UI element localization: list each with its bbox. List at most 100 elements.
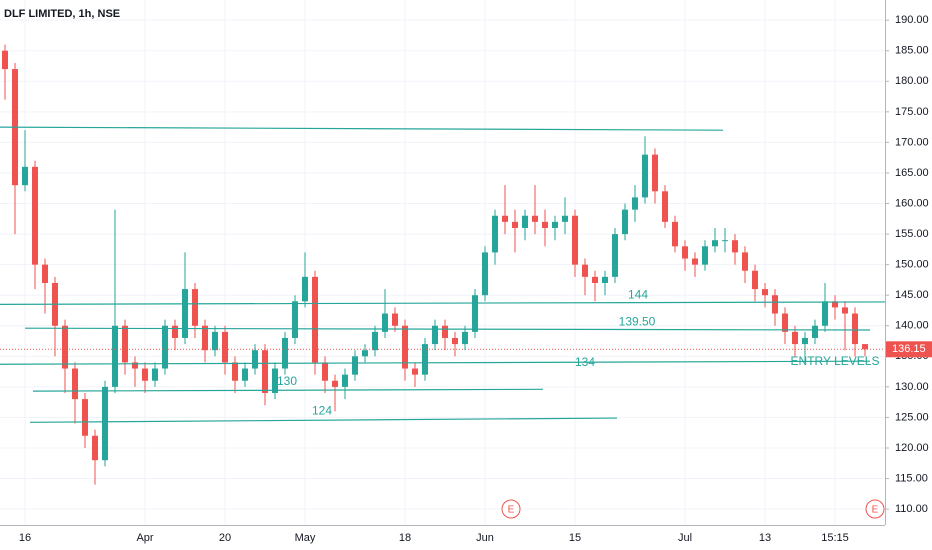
annotation: 134	[575, 355, 595, 369]
last-price-box	[886, 341, 932, 358]
event-marker	[865, 499, 885, 519]
candle-body	[212, 331, 218, 351]
candle-body	[432, 325, 438, 345]
candle-body	[242, 368, 248, 381]
event-marker	[501, 499, 521, 519]
y-tick-label: 175.00	[895, 106, 929, 118]
candle-body	[532, 215, 538, 222]
annotation: 124	[312, 403, 332, 417]
candle-body	[392, 313, 398, 326]
trend-line	[24, 327, 871, 331]
trend-line	[0, 126, 724, 131]
candle-body	[442, 325, 448, 338]
candle-body	[772, 295, 778, 314]
y-tick-label: 165.00	[895, 167, 929, 179]
annotation: 139.50	[619, 314, 656, 328]
candle-body	[522, 215, 528, 228]
candle-body	[622, 209, 628, 235]
candle-body	[582, 264, 588, 277]
candle-body	[132, 362, 138, 369]
y-tick-label: 190.00	[895, 14, 929, 26]
candle-body	[362, 350, 368, 357]
candle-body	[182, 289, 188, 338]
candle-body	[542, 221, 548, 228]
candle-body	[672, 221, 678, 247]
candle-body	[572, 215, 578, 265]
trend-line	[0, 360, 871, 365]
candle-body	[292, 301, 298, 338]
candle-body	[492, 215, 498, 253]
candle-body	[282, 337, 288, 369]
candle-body	[172, 325, 178, 338]
candle-body	[792, 331, 798, 345]
trend-line	[29, 417, 618, 423]
y-tick-label: 150.00	[895, 259, 929, 271]
candle-body	[202, 325, 208, 351]
candle-body	[462, 331, 468, 345]
candle-body	[732, 240, 738, 253]
candle-body	[502, 215, 508, 222]
candle-body	[612, 234, 618, 277]
candle-body	[272, 368, 278, 393]
candle-body	[122, 325, 128, 363]
trend-line	[0, 301, 886, 305]
candle-body	[22, 166, 28, 186]
candle-body	[382, 313, 388, 332]
y-tick-label: 125.00	[895, 411, 929, 423]
candle-body	[862, 344, 868, 350]
plot: 144 139.50 134 ENTRY LEVELS 130 124	[0, 44, 886, 485]
y-tick-label: 185.00	[895, 45, 929, 57]
candle-body	[752, 270, 758, 290]
annotation: 130	[277, 374, 297, 388]
candle-body	[852, 313, 858, 345]
candle-body	[102, 386, 108, 461]
y-tick-label: 115.00	[895, 472, 928, 484]
candle-body	[822, 301, 828, 326]
candle-body	[112, 325, 118, 387]
last-price-label: 136.15	[892, 343, 926, 355]
candle-body	[592, 276, 598, 283]
candle-body	[552, 221, 558, 228]
chart-title: DLF LIMITED, 1h, NSE	[4, 8, 120, 20]
y-tick-label: 180.00	[895, 75, 929, 87]
candle-body	[702, 246, 708, 265]
y-tick-label: 155.00	[895, 228, 929, 240]
candle-body	[662, 191, 668, 222]
candle-body	[682, 246, 688, 259]
y-tick-label: 110.00	[895, 503, 928, 515]
x-tick-label: 15	[569, 532, 581, 544]
annotation: 144	[628, 287, 648, 301]
candle-body	[92, 435, 98, 461]
candle-body	[222, 331, 228, 363]
candle-body	[142, 368, 148, 381]
candle-body	[652, 154, 658, 192]
candle-body	[262, 350, 268, 393]
x-tick-label: Apr	[136, 532, 153, 544]
x-tick-label: 15:15	[821, 532, 849, 544]
candle-body	[802, 337, 808, 345]
candle-body	[62, 325, 68, 369]
y-tick-label: 120.00	[895, 442, 929, 454]
x-tick-label: May	[295, 532, 316, 544]
candle-body	[722, 240, 728, 242]
candle-body	[642, 154, 648, 198]
candle-body	[32, 166, 38, 265]
candle-body	[332, 380, 338, 387]
candle-body	[402, 325, 408, 369]
candle-body	[762, 289, 768, 296]
x-tick-label: Jun	[476, 532, 494, 544]
candle-body	[72, 368, 78, 400]
candle-body	[562, 215, 568, 222]
candle-body	[162, 325, 168, 369]
candle-body	[42, 264, 48, 283]
candle-body	[372, 331, 378, 351]
candle-body	[352, 356, 358, 375]
candle-body	[472, 295, 478, 332]
candle-body	[322, 362, 328, 381]
candle-body	[812, 325, 818, 338]
trend-line	[32, 388, 544, 392]
candle-body	[342, 374, 348, 387]
candle-body	[742, 252, 748, 271]
candle-body	[192, 289, 198, 326]
